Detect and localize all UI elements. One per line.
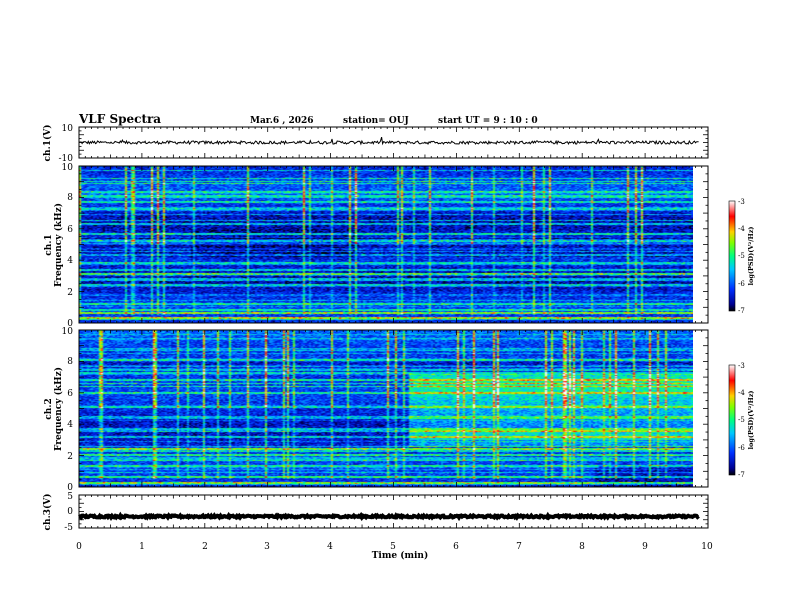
ch2-spectrogram-image — [79, 330, 693, 487]
ch2-spec-yticks: 0 2 4 6 8 10 — [62, 327, 74, 493]
header-station: station= OUJ — [343, 116, 409, 126]
xtick-label-0: 0 — [76, 542, 82, 552]
header-start-ut: start UT = 9 : 10 : 0 — [438, 116, 538, 126]
ch3-waveform-line — [78, 511, 700, 522]
ch2-spec-ytick-10: 10 — [62, 327, 74, 337]
xtick-label-1: 1 — [139, 542, 145, 552]
ch2-cb-tick-minus4: -4 — [738, 389, 745, 397]
ch1-ytick-top: 10 — [62, 124, 74, 134]
ch1-spec-yticks: 0 2 4 6 8 10 — [62, 163, 74, 329]
ch1-spectrogram-image — [79, 166, 693, 323]
xtick-label-4: 4 — [327, 542, 333, 552]
ch2-spec-ytick-8: 8 — [67, 357, 73, 367]
figure-title: VLF Spectra — [78, 112, 161, 126]
ch1-waveform-line — [78, 136, 699, 146]
ch1-spec-ytick-10: 10 — [62, 163, 74, 173]
xtick-label-6: 6 — [453, 542, 459, 552]
xtick-label-9: 9 — [642, 542, 648, 552]
ch3-ytick-5: 5 — [67, 492, 73, 502]
axis-tick-marks — [78, 126, 709, 529]
ch2-spec-ylabel-frequency: Frequency (kHz) — [53, 367, 64, 451]
ch2-spec-ylabel-channel: ch.2 — [44, 398, 54, 419]
ch1-spec-ytick-8: 8 — [67, 193, 73, 203]
ch1-colorbar — [728, 200, 736, 312]
xtick-label-3: 3 — [264, 542, 270, 552]
ch1-spec-ytick-0: 0 — [67, 319, 73, 329]
ch1-spec-ylabel-channel: ch.1 — [44, 234, 54, 255]
ch2-colorbar-label: log(PSD)(V²/Hz) — [747, 391, 755, 450]
ch2-cb-tick-minus3: -3 — [738, 362, 745, 370]
ch2-colorbar — [728, 364, 736, 476]
ch2-spectrogram-panel: 0 2 4 6 8 10 ch.2 Frequency (kHz) -3 -4 … — [44, 327, 755, 493]
ch1-spec-ylabel-frequency: Frequency (kHz) — [53, 203, 64, 287]
xtick-label-10: 10 — [701, 542, 713, 552]
xtick-label-2: 2 — [202, 542, 208, 552]
ch2-spec-ytick-6: 6 — [67, 389, 73, 399]
ch1-ytick-bottom: -10 — [59, 154, 74, 164]
xtick-label-5: 5 — [390, 542, 396, 552]
xtick-label-7: 7 — [516, 542, 522, 552]
ch3-ytick-0: 0 — [67, 507, 73, 517]
header-date: Mar.6 , 2026 — [250, 116, 314, 126]
ch1-spec-ytick-6: 6 — [67, 225, 73, 235]
ch3-ylabel: ch.3(V) — [42, 494, 53, 531]
ch3-ytick-minus5: -5 — [64, 523, 73, 533]
ch2-spec-ytick-2: 2 — [67, 452, 73, 462]
x-axis-label: Time (min) — [372, 550, 429, 561]
ch1-cb-tick-minus5: -5 — [738, 252, 745, 260]
ch2-cb-tick-minus5: -5 — [738, 416, 745, 424]
ch1-cb-tick-minus4: -4 — [738, 225, 745, 233]
ch2-cb-tick-minus7: -7 — [738, 471, 745, 479]
ch1-colorbar-label: log(PSD)(V²/Hz) — [747, 227, 755, 286]
ch1-spec-ytick-2: 2 — [67, 288, 73, 298]
ch2-spec-ytick-4: 4 — [67, 420, 73, 430]
ch2-cb-tick-minus6: -6 — [738, 444, 745, 452]
ch1-cb-tick-minus7: -7 — [738, 307, 745, 315]
x-axis-tick-labels: 0 1 2 3 4 5 6 7 8 9 10 — [76, 542, 713, 552]
ch1-spectrogram-panel: 0 2 4 6 8 10 ch.1 Frequency (kHz) -3 -4 … — [44, 163, 755, 329]
xtick-label-8: 8 — [579, 542, 585, 552]
ch1-ylabel: ch.1(V) — [42, 125, 53, 162]
ch1-cb-tick-minus6: -6 — [738, 280, 745, 288]
ch2-spec-ytick-0: 0 — [67, 483, 73, 493]
ch1-cb-tick-minus3: -3 — [738, 198, 745, 206]
ch1-spec-ytick-4: 4 — [67, 256, 73, 266]
